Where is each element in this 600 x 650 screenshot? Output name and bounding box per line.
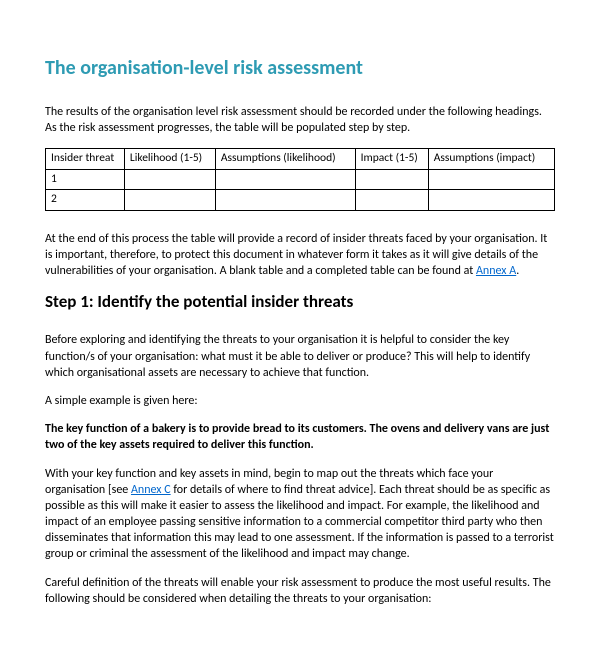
table-cell	[355, 190, 428, 211]
table-cell: 1	[46, 169, 125, 190]
table-cell: 2	[46, 190, 125, 211]
post-table-paragraph: At the end of this process the table wil…	[45, 231, 555, 280]
table-row: 1	[46, 169, 555, 190]
table-header: Assumptions (likelihood)	[215, 149, 355, 170]
page-title: The organisation-level risk assessment	[45, 55, 555, 82]
table-cell	[124, 169, 215, 190]
table-cell	[215, 190, 355, 211]
post-table-text: At the end of this process the table wil…	[45, 232, 547, 278]
annex-c-link[interactable]: Annex C	[131, 483, 171, 497]
table-cell	[428, 169, 554, 190]
table-header: Assumptions (impact)	[428, 149, 554, 170]
table-header: Impact (1-5)	[355, 149, 428, 170]
table-cell	[124, 190, 215, 211]
table-row: 2	[46, 190, 555, 211]
body-paragraph: Before exploring and identifying the thr…	[45, 332, 555, 381]
table-cell	[215, 169, 355, 190]
body-paragraph: A simple example is given here:	[45, 393, 555, 409]
body-paragraph: Careful definition of the threats will e…	[45, 575, 555, 607]
table-cell	[355, 169, 428, 190]
step-heading: Step 1: Identify the potential insider t…	[45, 291, 555, 314]
table-header-row: Insider threat Likelihood (1-5) Assumpti…	[46, 149, 555, 170]
table-header: Insider threat	[46, 149, 125, 170]
risk-table: Insider threat Likelihood (1-5) Assumpti…	[45, 148, 555, 211]
intro-paragraph: The results of the organisation level ri…	[45, 104, 555, 136]
table-header: Likelihood (1-5)	[124, 149, 215, 170]
post-table-period: .	[516, 264, 519, 278]
example-paragraph: The key function of a bakery is to provi…	[45, 421, 555, 453]
table-cell	[428, 190, 554, 211]
body-paragraph: With your key function and key assets in…	[45, 466, 555, 563]
annex-a-link[interactable]: Annex A	[476, 264, 516, 278]
